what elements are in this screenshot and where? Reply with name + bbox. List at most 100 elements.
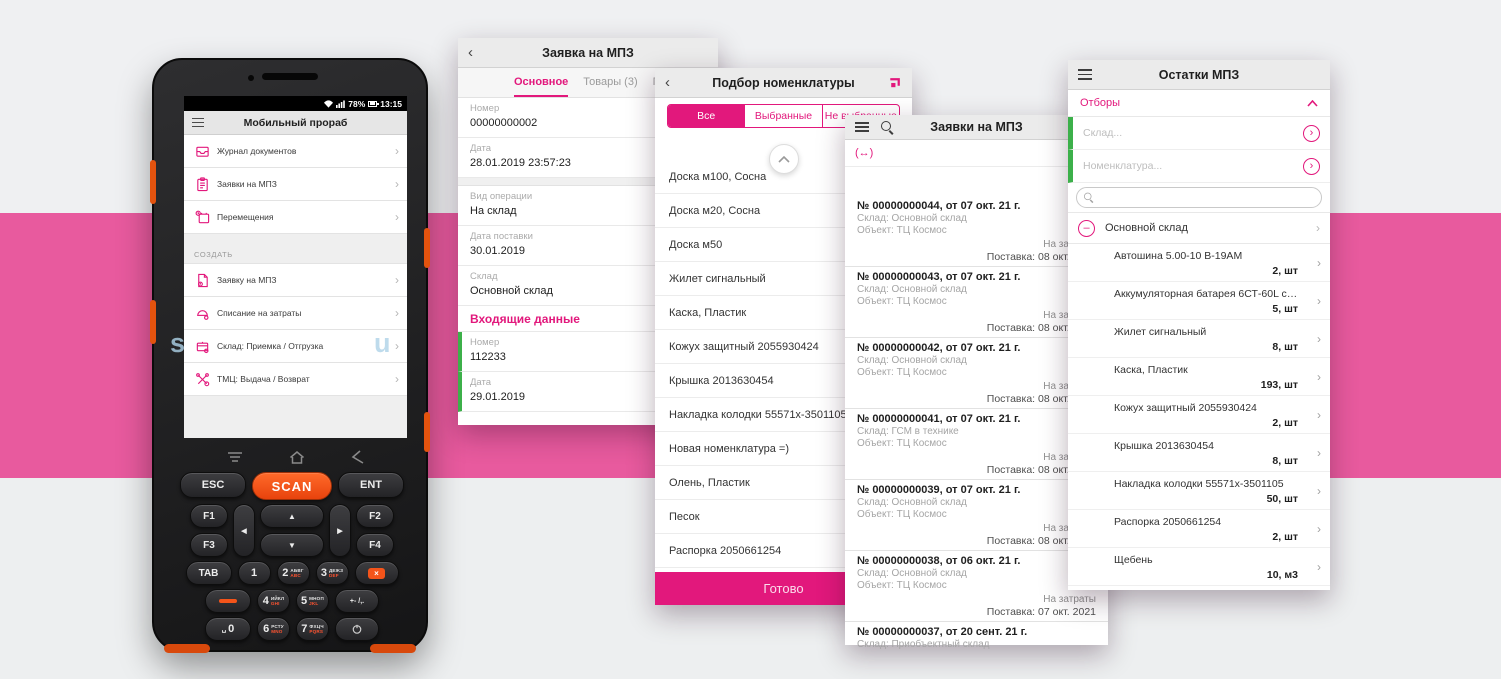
field-warehouse[interactable]: Склад Основной склад: [458, 266, 718, 306]
nav-menu-icon[interactable]: [226, 450, 244, 464]
filters-row[interactable]: Отборы: [1068, 90, 1330, 117]
nomenclature-item[interactable]: Крышка 2013630454: [655, 364, 912, 398]
esc-key[interactable]: ESC: [180, 472, 246, 498]
menu-item-new-request[interactable]: Заявку на МПЗ ›: [184, 264, 407, 297]
left-arrow-key[interactable]: ◀: [233, 504, 255, 557]
circle-chevron-icon[interactable]: ›: [1303, 157, 1320, 175]
down-arrow-key[interactable]: ▼: [260, 533, 324, 557]
tab-main[interactable]: Основное: [514, 68, 569, 97]
digit-3-key[interactable]: 3 ДЕЖЗ DEF: [315, 561, 349, 585]
menu-item-requests[interactable]: Заявки на МПЗ ›: [184, 168, 407, 201]
field-value: 00000000002: [470, 117, 538, 129]
side-button[interactable]: [150, 300, 156, 344]
stock-item[interactable]: Автошина 5.00-10 В-19АМ 2, шт ›: [1068, 244, 1330, 282]
request-item[interactable]: № 00000000038, от 06 окт. 21 г. Склад: О…: [845, 551, 1108, 622]
nomenclature-item[interactable]: Каска, Пластик: [655, 296, 912, 330]
digit-5-key[interactable]: 5 МНОП JKL: [296, 589, 329, 613]
segment-all[interactable]: Все: [668, 105, 745, 127]
hamburger-icon[interactable]: [192, 117, 204, 128]
scan-key[interactable]: SCAN: [252, 472, 332, 500]
nomenclature-item[interactable]: Песок: [655, 500, 912, 534]
request-object: Объект: ТЦ Космос: [857, 367, 947, 378]
menu-item-writeoff[interactable]: Списание на затраты ›: [184, 297, 407, 330]
resize-arrows-icon[interactable]: (↔): [855, 147, 874, 159]
f3-key[interactable]: F3: [190, 533, 228, 557]
f4-key[interactable]: F4: [356, 533, 394, 557]
circle-minus-icon[interactable]: –: [1078, 219, 1095, 237]
back-icon[interactable]: ‹: [665, 74, 670, 91]
incoming-field-number[interactable]: Номер 112233: [458, 332, 718, 372]
stock-item[interactable]: Щебень 10, м3 ›: [1068, 548, 1330, 586]
stock-item[interactable]: Жилет сигнальный 8, шт ›: [1068, 320, 1330, 358]
nomenclature-item[interactable]: Доска м100, Сосна: [655, 160, 912, 194]
field-date[interactable]: Дата 28.01.2019 23:57:23: [458, 138, 718, 178]
field-label: Дата поставки: [470, 231, 533, 242]
request-item[interactable]: № 00000000037, от 20 сент. 21 г. Склад: …: [845, 622, 1108, 679]
digit-8-key[interactable]: 7 ФХЦЧ PQRS: [296, 617, 329, 641]
back-icon[interactable]: ‹: [468, 44, 473, 61]
ent-key[interactable]: ENT: [338, 472, 404, 498]
nomenclature-item[interactable]: Жилет сигнальный: [655, 262, 912, 296]
filter-nomenclature[interactable]: Номенклатура... ›: [1068, 150, 1330, 183]
nav-back-icon[interactable]: [350, 450, 365, 464]
nomenclature-item[interactable]: Накладка колодки 55571х-3501105: [655, 398, 912, 432]
digit-4-key[interactable]: 4 ИЙКЛ GHI: [257, 589, 290, 613]
digit-1-key[interactable]: 1: [237, 561, 271, 585]
hamburger-icon[interactable]: [1078, 69, 1092, 80]
request-warehouse: Склад: Основной склад: [857, 213, 967, 224]
side-button[interactable]: [424, 412, 430, 452]
filter-warehouse[interactable]: Склад... ›: [1068, 117, 1330, 150]
tab-key[interactable]: TAB: [185, 561, 232, 585]
f1-key[interactable]: F1: [190, 504, 228, 528]
menu-item-tmc[interactable]: ТМЦ: Выдача / Возврат ›: [184, 363, 407, 396]
digit-2-key[interactable]: 2 АБВГ ABC: [276, 561, 310, 585]
nomenclature-item[interactable]: Доска м20, Сосна: [655, 194, 912, 228]
stock-item-name: Кожух защитный 2055930424: [1114, 402, 1257, 414]
stock-item[interactable]: Распорка 2050661254 2, шт ›: [1068, 510, 1330, 548]
hamburger-icon[interactable]: [855, 121, 869, 133]
stock-item[interactable]: Накладка колодки 55571х-3501105 50, шт ›: [1068, 472, 1330, 510]
power-key[interactable]: [335, 617, 379, 641]
collapse-up-button[interactable]: [768, 144, 799, 174]
stock-search-input[interactable]: [1076, 187, 1322, 208]
stock-item[interactable]: Кожух защитный 2055930424 2, шт ›: [1068, 396, 1330, 434]
side-button[interactable]: [424, 228, 430, 268]
request-form-header: ‹ Заявка на МПЗ: [458, 38, 718, 68]
field-delivery-date[interactable]: Дата поставки 30.01.2019: [458, 226, 718, 266]
field-number[interactable]: Номер 00000000002: [458, 98, 718, 138]
field-operation[interactable]: Вид операции На склад: [458, 186, 718, 226]
stock-item[interactable]: Аккумуляторная батарея 6СТ-60L стандарт …: [1068, 282, 1330, 320]
up-arrow-key[interactable]: ▲: [260, 504, 324, 528]
nomenclature-item[interactable]: Кожух защитный 2055930424: [655, 330, 912, 364]
plus-minus-key[interactable]: +- /,.: [335, 589, 379, 613]
segment-selected[interactable]: Выбранные: [744, 105, 821, 127]
nomenclature-item[interactable]: Олень, Пластик: [655, 466, 912, 500]
search-icon[interactable]: [881, 120, 894, 134]
field-value: 29.01.2019: [470, 391, 526, 403]
right-arrow-key[interactable]: ▶: [329, 504, 351, 557]
side-button[interactable]: [150, 160, 156, 204]
warehouse-group-row[interactable]: – Основной склад ›: [1068, 213, 1330, 244]
stock-item[interactable]: Крышка 2013630454 8, шт ›: [1068, 434, 1330, 472]
backspace-key[interactable]: [354, 561, 399, 585]
request-warehouse: Склад: Приобъектный склад: [857, 639, 990, 650]
wifi-icon: [324, 99, 334, 108]
menu-item-warehouse[interactable]: Склад: Приемка / Отгрузка ›: [184, 330, 407, 363]
dash-key[interactable]: [205, 589, 251, 613]
circle-chevron-icon[interactable]: ›: [1303, 124, 1320, 142]
f2-key[interactable]: F2: [356, 504, 394, 528]
stock-item[interactable]: Каска, Пластик 193, шт ›: [1068, 358, 1330, 396]
nomenclature-item[interactable]: Распорка 2050661254: [655, 534, 912, 568]
incoming-field-date[interactable]: Дата 29.01.2019: [458, 372, 718, 412]
nav-home-icon[interactable]: [289, 450, 305, 465]
bottom-bumper: [370, 644, 416, 653]
nomenclature-item[interactable]: Доска м50: [655, 228, 912, 262]
menu-item-journal[interactable]: Журнал документов ›: [184, 135, 407, 168]
stock-item-qty: 2, шт: [1272, 417, 1298, 429]
zero-key[interactable]: ␣ 0: [205, 617, 251, 641]
tab-goods[interactable]: Товары (3): [583, 75, 638, 88]
menu-item-transfers[interactable]: Перемещения ›: [184, 201, 407, 234]
barcode-scan-icon[interactable]: [887, 75, 902, 90]
nomenclature-item[interactable]: Новая номенклатура =): [655, 432, 912, 466]
digit-7-key[interactable]: 6 РСТУ MNO: [257, 617, 290, 641]
